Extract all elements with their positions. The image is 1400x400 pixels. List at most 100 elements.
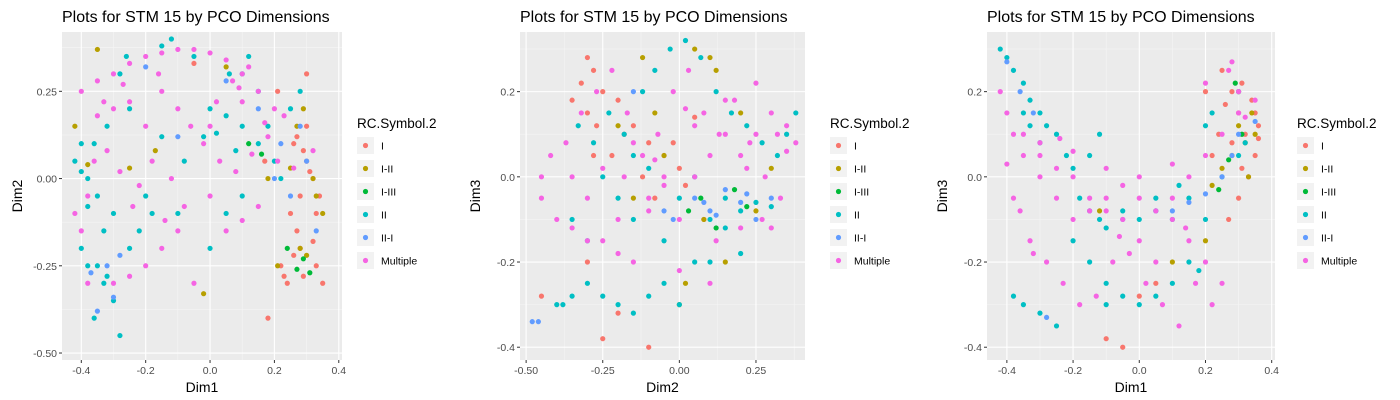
data-point	[1232, 80, 1238, 86]
data-point	[1202, 80, 1209, 86]
data-point	[191, 60, 197, 67]
data-point	[110, 280, 117, 286]
legend-label: I-III	[854, 187, 869, 199]
data-point	[207, 50, 213, 56]
data-point	[85, 263, 91, 269]
data-point	[1057, 135, 1063, 142]
data-point	[722, 97, 728, 103]
data-point	[578, 110, 584, 116]
data-point	[1053, 323, 1060, 329]
data-point	[1226, 157, 1232, 163]
data-point	[630, 310, 636, 316]
legend-label: I-II	[1321, 164, 1333, 176]
data-point	[698, 195, 704, 201]
data-point	[1226, 216, 1232, 223]
x-tick-label: 0.0	[1132, 365, 1147, 377]
data-point	[698, 54, 704, 61]
data-point	[94, 46, 101, 53]
legend-label: I-II	[381, 164, 393, 176]
data-point	[713, 67, 719, 73]
data-point	[738, 225, 744, 231]
data-point	[548, 152, 554, 159]
data-point	[722, 225, 728, 231]
legend-label: I-III	[1321, 187, 1336, 199]
data-point	[104, 263, 110, 269]
data-point	[255, 141, 261, 147]
x-tick-label: 0.4	[331, 365, 346, 377]
data-point	[91, 158, 97, 164]
data-point	[639, 152, 646, 159]
data-point	[639, 54, 646, 61]
data-point	[584, 280, 591, 286]
data-point	[126, 245, 133, 251]
data-point	[685, 67, 692, 73]
y-tick-label: -0.25	[33, 261, 57, 273]
data-point	[239, 193, 245, 199]
data-point	[1202, 238, 1209, 244]
data-point	[258, 151, 265, 157]
data-point	[175, 106, 181, 112]
data-point	[538, 174, 545, 180]
data-point	[1103, 302, 1109, 308]
data-point	[793, 140, 799, 146]
data-point	[1202, 191, 1209, 197]
data-point	[1017, 208, 1023, 214]
data-point	[281, 113, 287, 119]
data-point	[560, 302, 566, 308]
data-point	[1017, 89, 1023, 95]
data-point	[223, 57, 229, 63]
data-point	[692, 195, 698, 201]
data-point	[590, 140, 597, 146]
data-point	[1027, 238, 1033, 244]
data-point	[600, 336, 606, 342]
data-point	[1027, 97, 1033, 103]
data-point	[239, 217, 245, 224]
data-point	[1070, 216, 1076, 223]
series-Multiple	[997, 59, 1258, 329]
data-point	[1209, 302, 1215, 308]
data-point	[774, 152, 781, 159]
data-point	[615, 97, 621, 103]
data-point	[294, 134, 300, 140]
data-point	[1020, 80, 1027, 86]
data-point	[1103, 225, 1109, 231]
data-point	[303, 158, 310, 164]
series-I-III	[685, 187, 750, 231]
data-point	[569, 216, 575, 223]
data-point	[1070, 174, 1076, 180]
data-point	[181, 203, 187, 210]
data-point	[1159, 302, 1166, 308]
data-point	[563, 140, 569, 146]
data-point	[707, 216, 713, 223]
data-point	[223, 64, 229, 70]
data-point	[753, 216, 759, 223]
data-point	[554, 302, 560, 308]
data-point	[1252, 152, 1258, 159]
data-point	[1216, 187, 1222, 193]
data-point	[1120, 293, 1126, 299]
data-point	[1242, 114, 1248, 120]
data-point	[738, 199, 744, 205]
data-point	[143, 53, 149, 60]
legend-label: Multiple	[381, 256, 417, 268]
x-tick-label: -0.25	[591, 365, 615, 377]
data-point	[1010, 131, 1017, 137]
data-point	[233, 148, 239, 154]
data-point	[1186, 199, 1192, 205]
legend-key-point	[362, 257, 369, 264]
data-point	[1053, 165, 1060, 171]
data-point	[630, 259, 636, 265]
data-point	[1169, 195, 1175, 201]
data-point	[1169, 208, 1175, 214]
data-point	[744, 123, 750, 129]
legend-key-point	[1302, 257, 1309, 264]
data-point	[784, 148, 790, 154]
data-point	[1120, 216, 1126, 223]
data-point	[262, 120, 268, 126]
data-point	[707, 54, 713, 61]
data-point	[175, 228, 181, 234]
data-point	[621, 131, 627, 137]
data-point	[630, 216, 636, 223]
data-point	[1103, 195, 1109, 201]
data-point	[1202, 216, 1209, 223]
